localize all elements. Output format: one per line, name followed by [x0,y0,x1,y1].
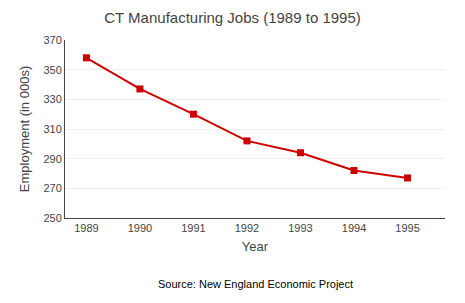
svg-text:Source: New England Economic P: Source: New England Economic Project [158,278,353,290]
svg-text:CT Manufacturing Jobs (1989 to: CT Manufacturing Jobs (1989 to 1995) [104,9,361,26]
svg-text:330: 330 [43,93,61,105]
svg-text:1993: 1993 [288,222,312,234]
svg-text:250: 250 [43,212,61,224]
svg-text:1995: 1995 [395,222,419,234]
svg-text:1991: 1991 [181,222,205,234]
svg-text:270: 270 [43,182,61,194]
svg-text:370: 370 [43,34,61,46]
svg-text:1992: 1992 [235,222,259,234]
svg-text:Year: Year [242,239,269,254]
svg-text:310: 310 [43,123,61,135]
svg-text:290: 290 [43,153,61,165]
svg-text:Employment (in 000s): Employment (in 000s) [17,66,32,192]
svg-text:1994: 1994 [342,222,366,234]
svg-text:1989: 1989 [74,222,98,234]
svg-text:350: 350 [43,64,61,76]
svg-text:1990: 1990 [128,222,152,234]
